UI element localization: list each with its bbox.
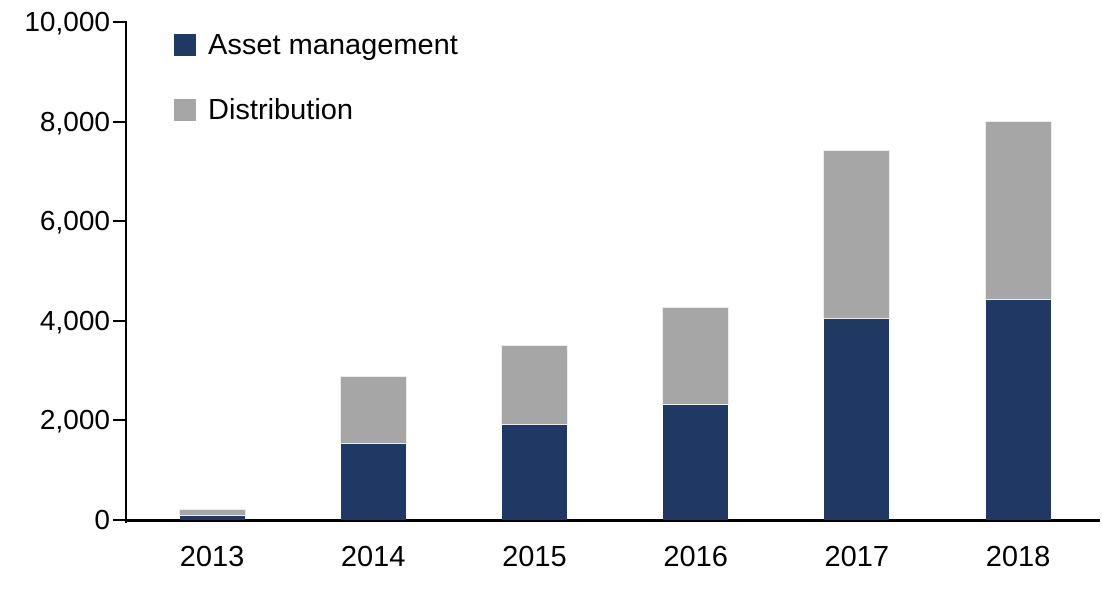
y-tick-label-8000: 8,000 (39, 105, 110, 137)
bar-segment-2015-asset-management (501, 424, 567, 520)
bar-segment-2013-distribution (179, 510, 245, 515)
bar-segment-2018-asset-management (985, 299, 1051, 520)
legend: Asset management Distribution (174, 28, 458, 160)
y-tick-8000 (113, 120, 127, 123)
x-axis-label-2018: 2018 (985, 541, 1051, 573)
bar-segment-2016-asset-management (663, 403, 729, 520)
legend-swatch-distribution-icon (174, 99, 196, 121)
y-tick-0 (113, 519, 127, 521)
y-tick-label-2000: 2,000 (39, 404, 110, 436)
x-axis-label-2017: 2017 (824, 541, 890, 573)
y-tick-2000 (113, 419, 127, 422)
y-tick-label-6000: 6,000 (39, 205, 110, 237)
bar-segment-2017-distribution (824, 151, 890, 319)
legend-item-distribution: Distribution (174, 93, 458, 126)
bar-segment-2014-asset-management (340, 442, 406, 520)
bar-segment-2017-asset-management (824, 318, 890, 520)
y-tick-label-0: 0 (94, 504, 110, 535)
x-axis-label-2014: 2014 (340, 541, 406, 573)
legend-label-distribution: Distribution (208, 93, 354, 126)
legend-item-asset-management: Asset management (174, 28, 458, 61)
x-axis-label-2016: 2016 (663, 541, 728, 573)
bar-segment-2015-distribution (501, 345, 567, 425)
x-axis-line (125, 519, 1100, 522)
bar-segment-2013-asset-management (179, 515, 245, 520)
x-axis-label-2015: 2015 (502, 541, 567, 573)
legend-label-asset-management: Asset management (208, 28, 458, 61)
legend-swatch-asset-management-icon (174, 34, 196, 56)
y-tick-10000 (113, 21, 127, 23)
x-axis-label-2013: 2013 (179, 541, 245, 573)
bar-segment-2016-distribution (663, 308, 729, 404)
bar-segment-2014-distribution (340, 377, 406, 443)
y-tick-6000 (113, 220, 127, 223)
y-axis-line (125, 22, 127, 523)
bar-segment-2018-distribution (985, 121, 1051, 300)
y-tick-label-10000: 10,000 (24, 6, 110, 37)
y-tick-label-4000: 4,000 (39, 304, 110, 336)
y-tick-4000 (113, 319, 127, 322)
